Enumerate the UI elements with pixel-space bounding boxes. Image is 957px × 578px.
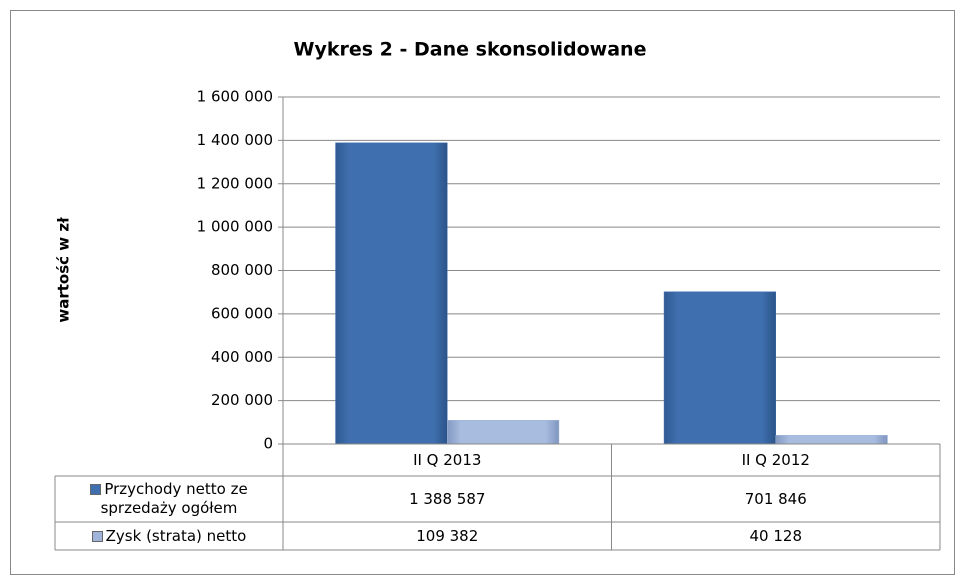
x-tick-label: II Q 2013 <box>283 444 612 476</box>
y-tick-label: 400 000 <box>211 348 273 366</box>
y-tick-label: 1 400 000 <box>197 131 273 149</box>
data-table-value: 701 846 <box>612 476 941 522</box>
cell-text: Przychody netto ze sprzedaży ogółem <box>55 480 283 518</box>
y-tick-label: 1 000 000 <box>197 218 273 236</box>
cell-text: 109 382 <box>416 526 479 545</box>
y-tick-label: 1 200 000 <box>197 174 273 192</box>
bar <box>775 435 888 445</box>
y-tick-label: 800 000 <box>211 261 273 279</box>
cell-text: 40 128 <box>749 526 803 545</box>
chart-title: Wykres 2 - Dane skonsolidowane <box>294 39 647 61</box>
cell-text: II Q 2013 <box>413 450 482 469</box>
cell-text: Zysk (strata) netto <box>91 527 246 546</box>
bar <box>447 420 560 445</box>
chart-border <box>10 10 955 575</box>
data-table-value: 1 388 587 <box>283 476 612 522</box>
x-tick-label: II Q 2012 <box>612 444 941 476</box>
legend-swatch <box>91 530 103 542</box>
cell-text: 1 388 587 <box>409 489 486 508</box>
legend-entry: Zysk (strata) netto <box>55 522 283 550</box>
y-tick-label: 0 <box>263 435 273 453</box>
y-tick-label: 1 600 000 <box>197 88 273 106</box>
y-tick-label: 200 000 <box>211 391 273 409</box>
y-tick-label: 600 000 <box>211 304 273 322</box>
cell-text: 701 846 <box>744 489 807 508</box>
data-table-value: 109 382 <box>283 522 612 550</box>
cell-text: II Q 2012 <box>741 450 810 469</box>
legend-swatch <box>90 484 102 495</box>
y-axis-label: wartość w zł <box>55 217 73 323</box>
legend-entry: Przychody netto ze sprzedaży ogółem <box>55 476 283 522</box>
bar <box>663 291 776 445</box>
data-table-value: 40 128 <box>612 522 941 550</box>
bar <box>335 142 448 445</box>
